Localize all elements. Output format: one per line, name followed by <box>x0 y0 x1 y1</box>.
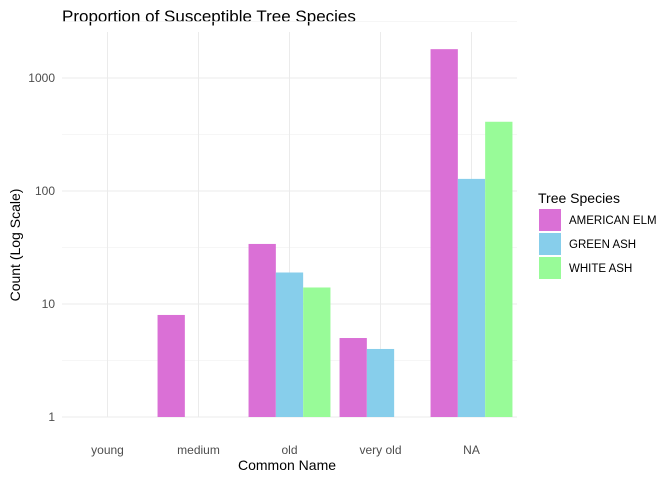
y-axis-label: Count (Log Scale) <box>7 189 23 302</box>
x-tick-label: NA <box>463 443 480 457</box>
bar-american-elm-very-old <box>339 338 367 417</box>
bar-green-ash-very-old <box>366 348 395 417</box>
bar-white-ash-old <box>303 287 331 417</box>
legend-swatch <box>539 257 561 279</box>
bar-white-ash-na <box>485 121 513 417</box>
bar-green-ash-na <box>457 178 486 417</box>
x-tick-label: old <box>281 443 297 457</box>
y-tick-label: 100 <box>35 184 55 198</box>
bar-american-elm-na <box>430 49 458 417</box>
bars <box>157 49 513 417</box>
y-tick-label: 1 <box>48 410 55 424</box>
legend-label: WHITE ASH <box>569 263 632 275</box>
x-tick-label: medium <box>177 443 220 457</box>
y-axis-ticks: 1 10 100 1000 <box>28 71 55 424</box>
legend-label: AMERICAN ELM <box>569 215 657 227</box>
legend-swatch <box>539 209 561 231</box>
y-tick-label: 10 <box>42 297 56 311</box>
x-tick-label: very old <box>359 443 401 457</box>
bar-green-ash-old <box>275 272 304 417</box>
x-axis-ticks: young medium old very old NA <box>91 443 480 457</box>
x-tick-label: young <box>91 443 124 457</box>
bar-american-elm-medium <box>157 314 185 417</box>
legend: Tree Species AMERICAN ELM GREEN ASH WHITE … <box>538 190 657 279</box>
legend-title: Tree Species <box>538 190 620 206</box>
y-tick-label: 1000 <box>28 71 55 85</box>
chart-title: Proportion of Susceptible Tree Species <box>62 7 356 26</box>
x-axis-label: Common Name <box>238 457 336 473</box>
legend-swatch <box>539 233 561 255</box>
bar-american-elm-old <box>248 243 276 417</box>
legend-label: GREEN ASH <box>569 239 636 251</box>
